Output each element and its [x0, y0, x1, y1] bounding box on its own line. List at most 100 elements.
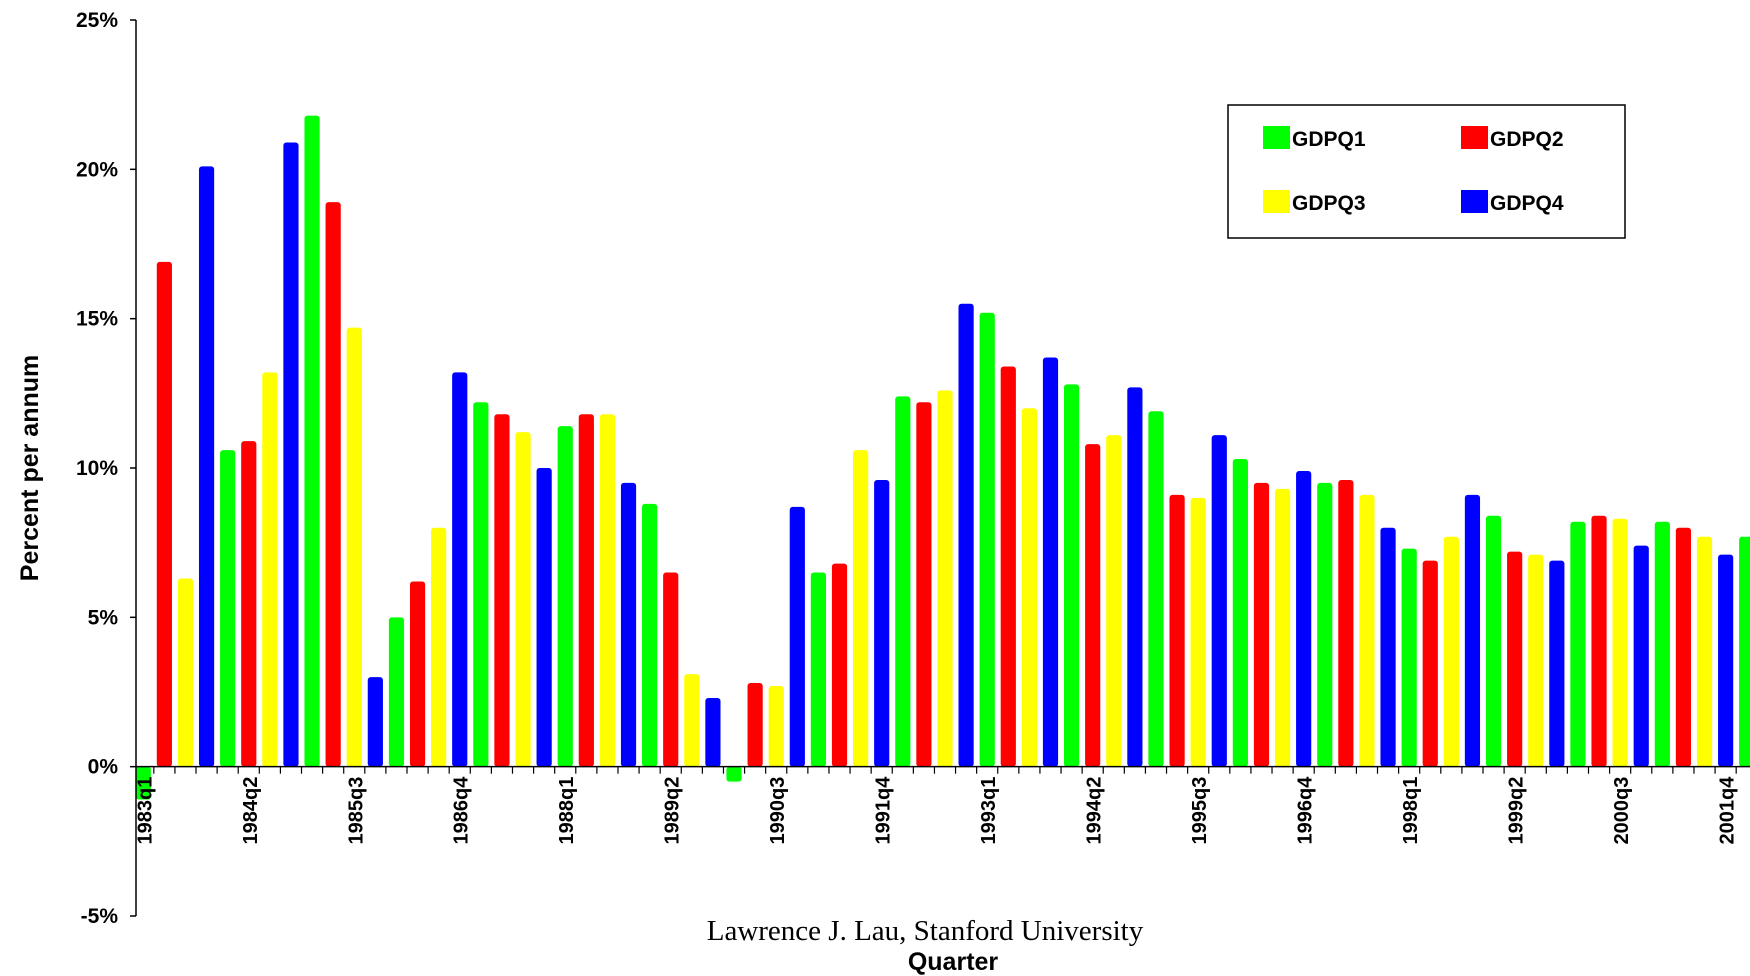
y-tick-label: -5% — [81, 905, 119, 928]
x-tick-label: 1994q2 — [1084, 777, 1106, 845]
bar — [874, 479, 890, 767]
bar — [409, 581, 426, 767]
x-tick-label: 1990q3 — [767, 777, 789, 845]
y-tick-label: 15% — [76, 308, 118, 331]
bar — [789, 506, 805, 767]
bar — [916, 402, 932, 767]
bar — [768, 686, 784, 767]
bar — [1422, 560, 1438, 767]
bar — [1190, 497, 1206, 767]
bar — [536, 468, 552, 767]
bar — [853, 450, 869, 767]
bar — [177, 578, 194, 767]
bar — [431, 527, 447, 767]
bar — [895, 396, 911, 767]
y-tick-label: 25% — [76, 9, 118, 32]
bar — [198, 166, 215, 767]
bar — [1253, 482, 1270, 767]
y-tick-labels: -5% 0% 5% 10% 15% 20% 25% — [76, 9, 118, 928]
bar — [304, 115, 320, 767]
legend-swatch-gdpq4 — [1461, 190, 1488, 213]
legend-swatch-gdpq1 — [1263, 126, 1290, 149]
bar — [937, 390, 953, 767]
bar — [747, 683, 763, 767]
bar — [135, 766, 151, 800]
bar — [515, 432, 531, 767]
bar — [684, 674, 700, 767]
bar — [1338, 479, 1354, 767]
bar — [1528, 554, 1544, 767]
axes-group — [130, 19, 1750, 917]
bar — [1718, 554, 1734, 767]
bar — [599, 414, 616, 767]
bar — [663, 572, 679, 767]
bar — [1549, 560, 1565, 767]
legend: GDPQ1 GDPQ2 GDPQ3 GDPQ4 — [1227, 104, 1626, 239]
bar — [831, 563, 848, 767]
bar — [1232, 459, 1248, 767]
y-tick-label: 20% — [76, 158, 118, 181]
x-tick-label: 2000q3 — [1611, 777, 1633, 845]
bar — [1464, 494, 1481, 767]
bars-group — [135, 115, 1750, 800]
bar — [1739, 536, 1750, 767]
bar — [452, 372, 468, 767]
bar — [1000, 366, 1016, 767]
x-tick-label: 1989q2 — [662, 777, 684, 845]
bar — [1042, 357, 1059, 767]
x-tick-label: 1998q1 — [1400, 777, 1422, 845]
legend-box — [1227, 104, 1626, 239]
x-axis-title: Quarter — [908, 948, 999, 976]
bar — [1021, 408, 1037, 767]
x-tick-label: 1984q2 — [240, 777, 262, 845]
x-tick-label: 1988q1 — [556, 777, 578, 845]
y-tick-label: 10% — [76, 457, 118, 480]
bar — [1296, 470, 1312, 767]
bar — [1633, 545, 1649, 767]
y-tick-label: 5% — [88, 606, 119, 629]
legend-swatch-gdpq3 — [1263, 190, 1290, 213]
bar — [1485, 515, 1502, 767]
footer-credit: Lawrence J. Lau, Stanford University — [707, 915, 1144, 947]
legend-label-gdpq1: GDPQ1 — [1292, 128, 1366, 151]
bar — [1380, 527, 1396, 767]
bar — [958, 303, 974, 767]
bar — [283, 142, 299, 767]
bar — [1507, 551, 1523, 767]
bar — [1106, 435, 1122, 767]
x-tick-label: 2001q4 — [1717, 776, 1739, 845]
bar — [642, 503, 658, 767]
x-tick-label: 1993q1 — [978, 777, 1000, 845]
y-tick-label: 0% — [88, 756, 119, 779]
bar — [705, 697, 721, 767]
bar — [1169, 494, 1185, 767]
bar — [1443, 536, 1459, 767]
x-tick-labels: 1983q1 1984q2 1985q3 1986q4 1988q1 1989q2 1990… — [134, 776, 1738, 845]
bar — [557, 426, 573, 767]
x-tick-label: 1986q4 — [451, 776, 473, 845]
bar — [388, 617, 405, 767]
bar — [325, 202, 341, 767]
bar — [578, 414, 594, 767]
bar — [1211, 435, 1227, 767]
bar — [473, 402, 489, 767]
bar — [1148, 411, 1164, 767]
x-tick-label: 1996q4 — [1295, 776, 1317, 845]
x-tick-label: 1999q2 — [1506, 777, 1528, 845]
bar — [1591, 515, 1607, 767]
bar — [726, 766, 742, 782]
bar — [494, 414, 510, 767]
bar — [220, 450, 236, 767]
bar — [620, 482, 637, 767]
x-tick-label: 1983q1 — [134, 777, 156, 845]
bar — [1612, 518, 1628, 767]
bar — [1401, 548, 1417, 767]
legend-label-gdpq4: GDPQ4 — [1490, 192, 1564, 215]
x-tick-label: 1995q3 — [1189, 777, 1211, 845]
bar — [156, 261, 172, 767]
x-tick-label: 1985q3 — [345, 777, 367, 845]
bar — [1317, 482, 1333, 767]
bar — [1696, 536, 1713, 767]
legend-label-gdpq2: GDPQ2 — [1490, 128, 1564, 151]
